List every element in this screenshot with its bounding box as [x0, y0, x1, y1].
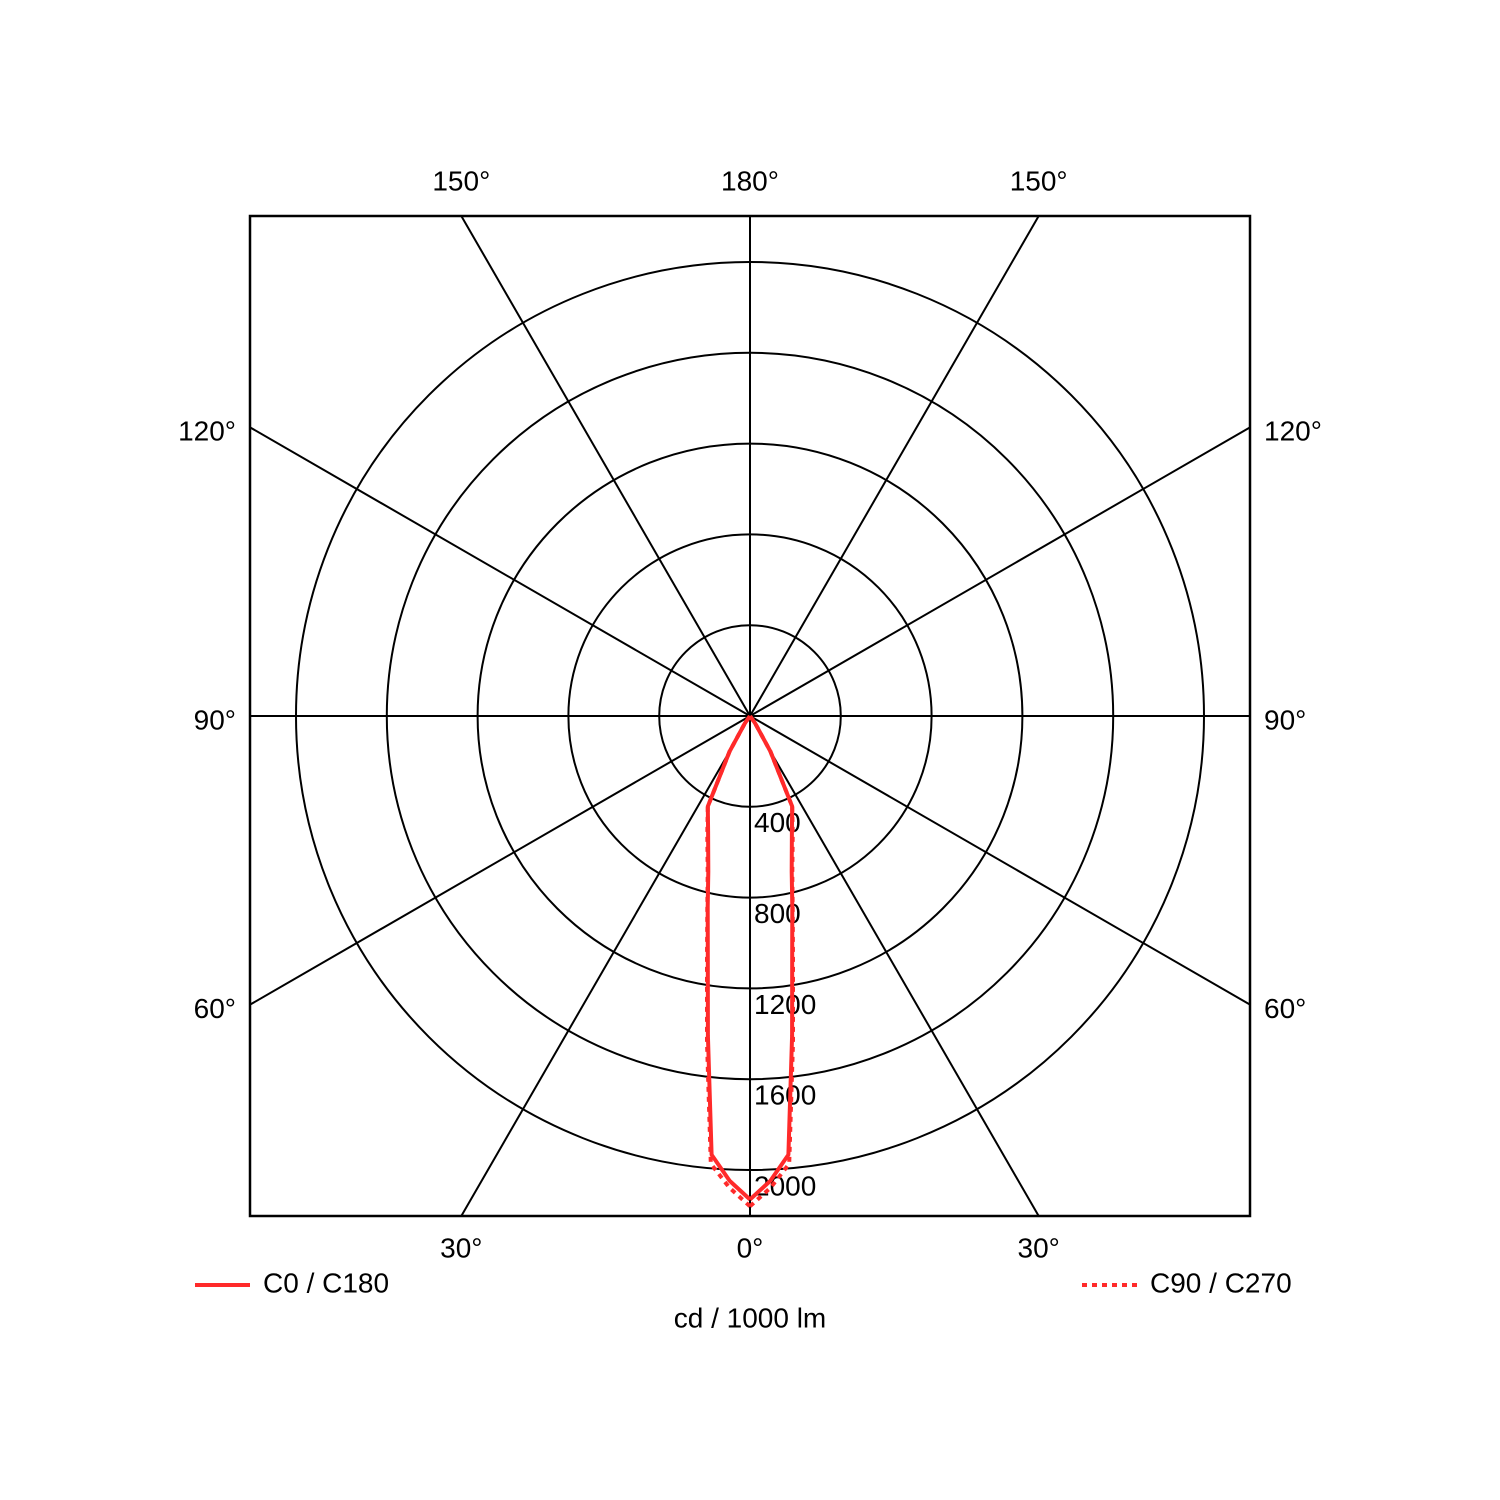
spoke — [749, 426, 1251, 717]
angle-label: 150° — [432, 165, 490, 196]
r-tick-label: 1600 — [754, 1080, 816, 1111]
angle-label: 90° — [1264, 704, 1306, 735]
spoke — [749, 715, 1251, 1006]
spoke — [749, 715, 1040, 1217]
angle-label: 90° — [194, 704, 236, 735]
angle-label: 30° — [440, 1232, 482, 1263]
curve — [748, 714, 795, 1208]
angle-label: 120° — [1264, 416, 1322, 447]
angle-label: 30° — [1018, 1232, 1060, 1263]
spoke — [460, 715, 751, 1217]
curve — [705, 714, 752, 1208]
axis-label: cd / 1000 lm — [674, 1302, 827, 1333]
angle-label: 180° — [721, 165, 779, 196]
spoke — [249, 715, 751, 1006]
angle-label: 120° — [178, 416, 236, 447]
legend-label: C90 / C270 — [1150, 1267, 1292, 1298]
spoke — [460, 215, 751, 717]
spoke — [749, 215, 1040, 717]
angle-label: 0° — [737, 1232, 764, 1263]
angle-label: 60° — [194, 993, 236, 1024]
legend-label: C0 / C180 — [263, 1267, 389, 1298]
spoke — [249, 426, 751, 717]
angle-label: 150° — [1010, 165, 1068, 196]
r-tick-label: 1200 — [754, 989, 816, 1020]
angle-label: 60° — [1264, 993, 1306, 1024]
